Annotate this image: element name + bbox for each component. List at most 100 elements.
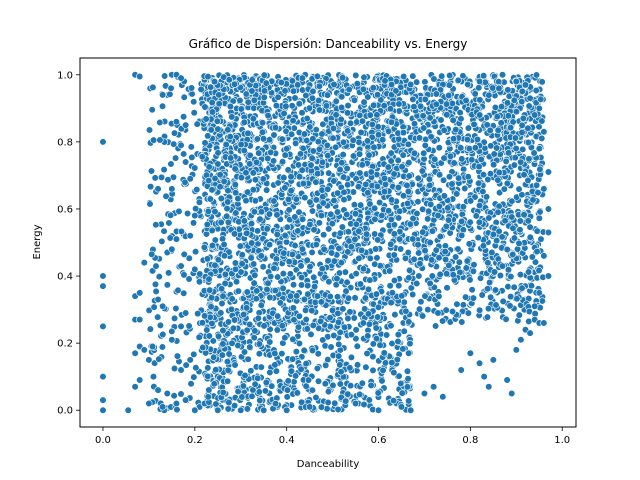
scatter-point <box>467 197 475 205</box>
scatter-point <box>231 180 239 189</box>
scatter-point <box>358 117 367 125</box>
scatter-point <box>399 129 408 137</box>
scatter-point <box>400 72 408 81</box>
scatter-point <box>212 400 220 408</box>
scatter-point <box>276 299 284 307</box>
scatter-point <box>410 149 419 157</box>
scatter-point <box>217 218 225 227</box>
scatter-point <box>210 380 218 388</box>
scatter-point <box>335 352 343 360</box>
scatter-point <box>484 285 492 293</box>
scatter-point <box>180 289 188 297</box>
scatter-point <box>387 299 395 307</box>
scatter-point <box>349 188 358 196</box>
scatter-point <box>302 306 310 314</box>
scatter-point <box>326 292 334 301</box>
scatter-point <box>251 176 260 184</box>
scatter-point <box>406 220 414 228</box>
scatter-point <box>315 106 324 114</box>
scatter-point <box>400 298 408 306</box>
scatter-point <box>203 326 211 334</box>
scatter-point <box>230 80 239 88</box>
scatter-point <box>303 136 311 145</box>
scatter-point <box>191 265 199 273</box>
scatter-point <box>398 389 406 397</box>
scatter-point <box>210 77 219 86</box>
scatter-point <box>338 159 346 167</box>
scatter-point <box>458 318 466 326</box>
scatter-point <box>289 87 298 95</box>
scatter-point <box>344 294 353 302</box>
scatter-point <box>271 349 279 358</box>
scatter-point <box>346 364 354 372</box>
scatter-point <box>457 115 465 123</box>
scatter-point <box>241 371 249 380</box>
scatter-point <box>487 293 495 301</box>
scatter-point <box>486 170 495 178</box>
scatter-point <box>364 310 373 318</box>
scatter-point <box>313 364 322 373</box>
scatter-point <box>281 184 289 192</box>
scatter-point <box>387 80 396 89</box>
scatter-point <box>417 298 425 306</box>
scatter-point <box>494 208 502 216</box>
scatter-point <box>327 343 335 351</box>
scatter-point <box>140 259 148 267</box>
scatter-point <box>431 155 439 163</box>
scatter-point <box>243 405 251 413</box>
scatter-point <box>512 144 520 153</box>
scatter-point <box>532 86 540 95</box>
scatter-point <box>493 144 501 152</box>
scatter-point <box>488 248 496 257</box>
scatter-point <box>238 260 246 268</box>
scatter-point <box>426 279 434 288</box>
scatter-point <box>449 271 457 279</box>
scatter-point <box>466 349 474 357</box>
scatter-point <box>266 368 274 377</box>
scatter-point <box>149 83 157 91</box>
scatter-point <box>205 177 213 185</box>
scatter-point <box>504 283 512 291</box>
scatter-point <box>444 216 453 224</box>
scatter-point <box>461 184 469 193</box>
scatter-point <box>308 386 317 394</box>
scatter-point <box>496 271 505 280</box>
scatter-point <box>426 181 434 189</box>
scatter-point <box>294 323 303 331</box>
scatter-point <box>99 282 107 290</box>
scatter-point <box>421 95 429 104</box>
scatter-point <box>232 189 240 197</box>
scatter-point <box>490 150 498 158</box>
scatter-point <box>295 173 304 181</box>
scatter-point <box>374 131 383 139</box>
scatter-point <box>191 164 199 172</box>
scatter-point <box>516 217 524 225</box>
scatter-point <box>147 183 155 191</box>
scatter-point <box>315 145 324 153</box>
scatter-point <box>366 276 374 284</box>
scatter-point <box>526 233 534 241</box>
scatter-point <box>502 157 510 165</box>
scatter-point <box>535 144 543 153</box>
scatter-point <box>182 396 190 404</box>
scatter-point <box>336 328 344 337</box>
scatter-point <box>342 397 350 405</box>
scatter-point <box>337 258 345 267</box>
scatter-point <box>218 285 226 293</box>
scatter-point <box>529 196 537 204</box>
scatter-point <box>172 399 181 408</box>
scatter-point <box>371 204 379 212</box>
scatter-point <box>405 318 413 326</box>
scatter-point <box>228 113 236 121</box>
y-tick-label: 0.4 <box>57 272 73 283</box>
scatter-point <box>140 346 148 354</box>
scatter-point <box>512 346 520 354</box>
scatter-point <box>396 207 404 215</box>
scatter-point <box>256 215 264 223</box>
scatter-point <box>217 309 225 317</box>
scatter-point <box>380 174 389 183</box>
scatter-point <box>255 350 263 358</box>
scatter-point <box>365 396 373 404</box>
scatter-point <box>189 219 198 227</box>
scatter-point <box>404 140 412 148</box>
